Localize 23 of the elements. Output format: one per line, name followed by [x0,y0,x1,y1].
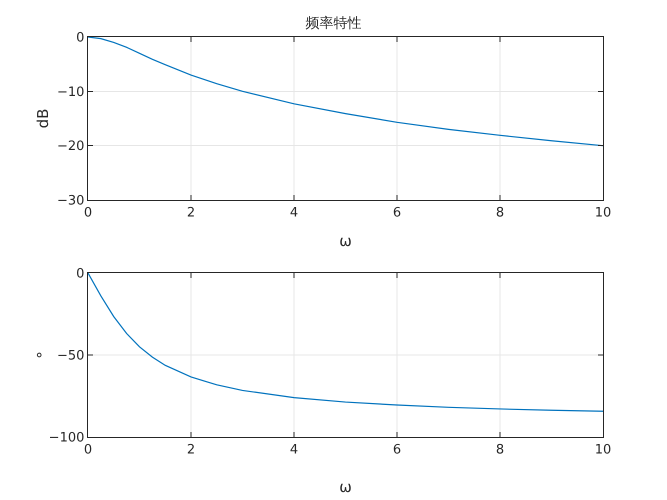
x-axis-title: ω [339,478,352,496]
x-tick-label: 6 [392,442,402,458]
x-tick-label: 10 [594,442,612,458]
y-tick-label: −50 [56,348,84,364]
chart-title: 频率特性 [306,15,362,32]
y-tick-label: −20 [56,139,84,154]
y-tick-label: −10 [56,84,84,100]
x-tick-label: 6 [392,206,402,221]
x-tick-label: 4 [290,206,298,221]
line-series [88,273,603,412]
x-tick-label: 10 [594,206,612,221]
x-tick-label: 4 [290,442,298,458]
x-tick-label: 8 [496,206,504,221]
y-axis-title: ° [34,351,52,359]
x-axis-title: ω [339,232,352,250]
y-tick-label: 0 [76,266,84,282]
x-tick-label: 2 [186,206,196,221]
y-tick-label: −30 [56,194,84,209]
x-tick-label: 8 [496,442,504,458]
y-axis-title: dB [34,108,52,128]
y-tick-label: 0 [76,30,84,46]
y-tick-label: −100 [48,430,84,446]
x-tick-label: 2 [186,442,196,458]
